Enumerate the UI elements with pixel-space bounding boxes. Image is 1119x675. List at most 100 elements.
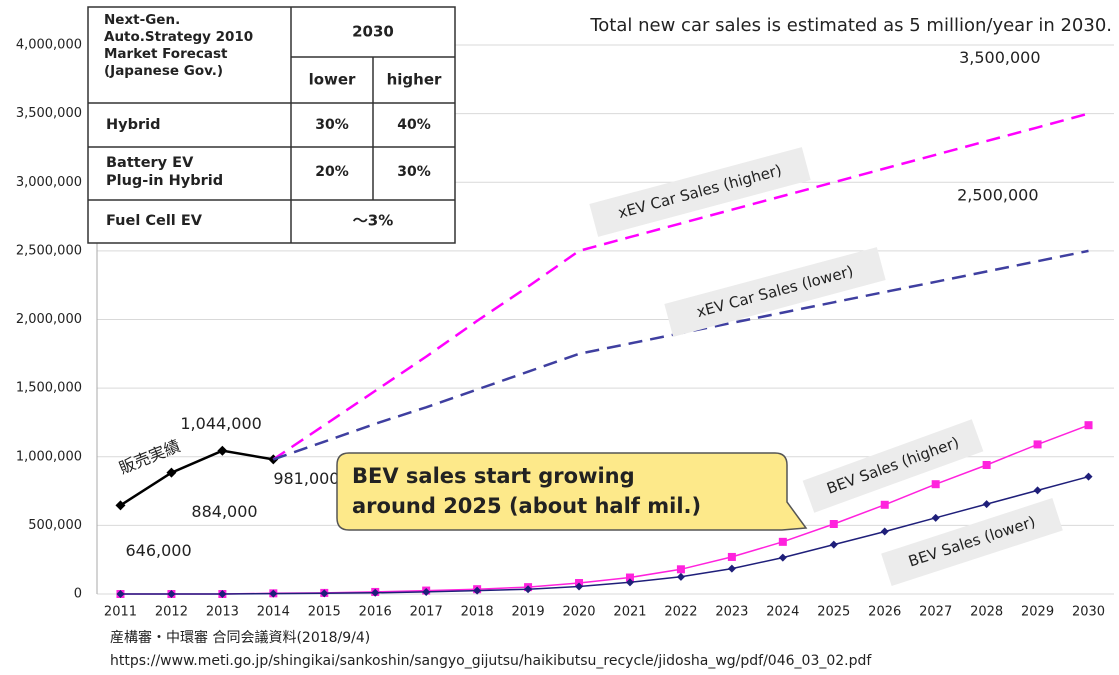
table-cell: 30%	[397, 164, 431, 180]
marker	[727, 552, 736, 561]
marker	[676, 572, 685, 581]
x-tick-label: 2024	[766, 605, 799, 620]
marker	[1033, 486, 1042, 495]
series-label-box	[881, 498, 1063, 586]
marker	[473, 586, 482, 595]
y-tick-label: 1,500,000	[16, 381, 82, 396]
series-line	[272, 112, 1089, 461]
data-label: 2,500,000	[957, 185, 1038, 204]
x-tick-label: 2021	[613, 605, 646, 620]
marker	[218, 590, 227, 598]
x-tick-label: 2026	[868, 605, 901, 620]
x-tick-label: 2028	[970, 605, 1003, 620]
marker	[371, 588, 380, 597]
table-cell: higher	[387, 71, 442, 89]
table-cell: 2030	[352, 23, 394, 41]
marker	[167, 590, 176, 598]
marker	[1033, 440, 1042, 449]
data-label: 3,500,000	[959, 48, 1040, 67]
table-cell: Hybrid	[106, 117, 160, 133]
marker	[829, 540, 838, 549]
table-cell: ～3%	[353, 212, 393, 230]
callout	[336, 452, 808, 531]
x-tick-label: 2015	[308, 605, 341, 620]
table-cell: lower	[309, 71, 356, 89]
y-tick-label: 3,000,000	[16, 175, 82, 190]
table-cell: Plug-in Hybrid	[106, 173, 223, 189]
series-line	[120, 475, 1089, 595]
series-label-box	[589, 147, 811, 237]
series-label-box	[802, 419, 984, 513]
data-label: 1,044,000	[180, 414, 261, 433]
marker	[982, 500, 991, 509]
marker	[625, 573, 634, 582]
y-tick-label: 1,000,000	[16, 449, 82, 464]
series-label-box	[664, 247, 886, 337]
marker	[575, 582, 584, 591]
x-tick-label: 2030	[1072, 605, 1105, 620]
marker	[422, 587, 431, 596]
marker	[829, 520, 838, 529]
x-tick-label: 2029	[1021, 605, 1054, 620]
table-cell: Next-Gen.	[104, 12, 180, 28]
y-tick-label: 4,000,000	[16, 38, 82, 53]
marker	[880, 527, 889, 536]
marker	[931, 513, 940, 522]
table-cell: Auto.Strategy 2010	[104, 29, 253, 45]
source-line: 産構審・中環審 合同会議資料(2018/9/4)	[110, 629, 370, 646]
marker	[524, 585, 533, 594]
y-tick-label: 3,500,000	[16, 106, 82, 121]
table-cell: Market Forecast	[104, 46, 228, 62]
table-cell: 20%	[315, 164, 349, 180]
x-tick-label: 2012	[155, 605, 188, 620]
marker	[269, 589, 278, 598]
marker	[116, 590, 125, 598]
marker	[931, 480, 940, 489]
marker	[217, 445, 228, 456]
marker	[320, 589, 329, 598]
marker	[982, 460, 991, 469]
annotation: around 2025 (about half mil.)	[352, 494, 701, 518]
x-tick-label: 2025	[817, 605, 850, 620]
marker	[1084, 421, 1093, 430]
table-cell: Fuel Cell EV	[106, 213, 203, 229]
y-tick-label: 0	[74, 587, 82, 602]
x-tick-label: 2016	[359, 605, 392, 620]
marker	[778, 553, 787, 562]
data-label: 981,000	[273, 469, 339, 488]
x-tick-label: 2019	[512, 605, 545, 620]
x-tick-label: 2022	[664, 605, 697, 620]
series-line	[119, 449, 274, 507]
data-label: 884,000	[191, 502, 257, 521]
x-tick-label: 2014	[257, 605, 290, 620]
x-tick-label: 2020	[562, 605, 595, 620]
annotation: BEV sales start growing	[352, 464, 635, 488]
marker	[880, 500, 889, 509]
table-cell: 30%	[315, 117, 349, 133]
y-tick-label: 500,000	[28, 518, 82, 533]
marker	[625, 578, 634, 587]
y-tick-label: 2,000,000	[16, 312, 82, 327]
marker	[166, 467, 177, 478]
marker	[727, 564, 736, 573]
x-tick-label: 2013	[206, 605, 239, 620]
marker	[778, 537, 787, 546]
table-cell: (Japanese Gov.)	[104, 63, 223, 79]
table-cell: Battery EV	[106, 155, 194, 171]
x-tick-label: 2023	[715, 605, 748, 620]
marker	[676, 565, 685, 574]
marker	[1084, 472, 1093, 481]
x-tick-label: 2018	[461, 605, 494, 620]
data-label: 646,000	[125, 541, 191, 560]
x-tick-label: 2011	[104, 605, 137, 620]
x-tick-label: 2017	[410, 605, 443, 620]
chart-title: Total new car sales is estimated as 5 mi…	[589, 15, 1112, 36]
marker	[115, 500, 126, 511]
table-cell: 40%	[397, 117, 431, 133]
y-tick-label: 2,500,000	[16, 243, 82, 258]
x-tick-label: 2027	[919, 605, 952, 620]
source-url: https://www.meti.go.jp/shingikai/sankosh…	[110, 653, 872, 669]
table-bg	[87, 6, 456, 244]
